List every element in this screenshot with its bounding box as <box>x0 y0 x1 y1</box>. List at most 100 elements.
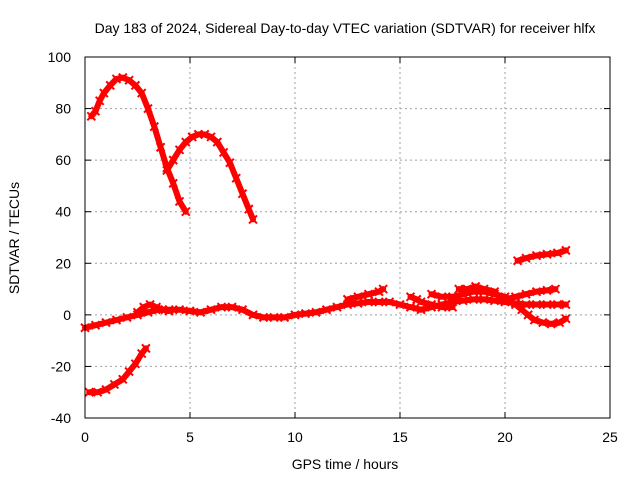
data-point <box>470 281 481 292</box>
chart-title: Day 183 of 2024, Sidereal Day-to-day VTE… <box>95 20 596 36</box>
axis-ticks <box>84 56 611 419</box>
data-point <box>395 299 405 310</box>
data-point <box>311 307 321 317</box>
data-point <box>151 302 162 312</box>
data-point <box>374 286 384 297</box>
data-point <box>118 374 128 385</box>
data-point <box>227 302 237 312</box>
data-point <box>130 80 141 91</box>
data-point <box>225 158 235 168</box>
data-point <box>109 379 120 390</box>
data-series <box>80 72 571 397</box>
data-point <box>531 250 542 261</box>
data-point <box>384 297 395 307</box>
data-point <box>447 302 458 312</box>
data-point <box>416 297 426 307</box>
data-point <box>552 299 563 310</box>
data-point <box>405 292 416 302</box>
data-point <box>405 302 416 312</box>
data-point <box>164 306 174 316</box>
y-tick-label: 0 <box>63 307 71 323</box>
data-point <box>353 292 363 302</box>
data-point <box>168 155 178 165</box>
x-tick-label: 20 <box>497 429 513 445</box>
y-tick-label: -40 <box>51 410 71 426</box>
data-point <box>529 315 540 325</box>
data-point <box>500 294 510 305</box>
data-point <box>174 196 185 207</box>
data-point <box>118 72 128 83</box>
data-point <box>181 207 191 217</box>
data-point <box>101 384 111 395</box>
data-point <box>512 255 523 266</box>
data-point <box>378 284 388 294</box>
x-tick-label: 10 <box>287 429 303 445</box>
data-point <box>437 292 447 302</box>
data-point <box>187 132 197 142</box>
data-point <box>231 173 241 183</box>
y-axis-label: SDTVAR / TECUs <box>6 182 22 294</box>
data-point <box>124 366 134 377</box>
data-point <box>426 289 437 299</box>
data-point <box>521 253 531 263</box>
data-point <box>531 286 542 297</box>
x-tick-label: 15 <box>392 429 408 445</box>
data-point <box>216 302 227 312</box>
data-point <box>218 147 229 158</box>
data-point <box>149 121 160 132</box>
data-point <box>447 292 458 302</box>
data-point <box>111 315 122 325</box>
data-point <box>174 145 185 155</box>
data-point <box>94 96 105 106</box>
y-tick-label: 20 <box>55 255 71 271</box>
data-point <box>412 294 422 305</box>
data-point <box>342 294 353 305</box>
data-point <box>426 299 437 310</box>
x-tick-label: 0 <box>81 429 89 445</box>
data-point <box>531 299 542 310</box>
data-point <box>143 103 153 114</box>
x-tick-label: 5 <box>186 429 194 445</box>
data-point <box>141 343 151 354</box>
data-point <box>174 304 185 315</box>
y-tick-label: 80 <box>55 101 71 117</box>
data-point <box>552 248 563 258</box>
data-point <box>479 284 489 294</box>
data-point <box>145 299 155 310</box>
y-tick-label: -20 <box>51 358 71 374</box>
data-point <box>561 299 571 310</box>
data-point <box>195 307 206 317</box>
y-tick-labels: -40 -20 0 20 40 60 80 100 <box>48 49 72 426</box>
x-tick-labels: 0 5 10 15 20 25 <box>81 429 618 445</box>
data-point <box>139 302 149 312</box>
y-tick-label: 60 <box>55 152 71 168</box>
data-point <box>258 312 269 323</box>
data-point <box>269 312 279 323</box>
x-axis-label: GPS time / hours <box>292 456 399 472</box>
data-point <box>374 297 384 307</box>
data-point <box>101 317 111 328</box>
data-point <box>479 294 489 305</box>
data-point <box>99 88 109 98</box>
data-point <box>542 299 552 310</box>
data-point <box>542 285 552 296</box>
data-point <box>561 314 571 324</box>
data-point <box>489 286 500 297</box>
data-point <box>554 317 565 328</box>
data-point <box>168 178 178 189</box>
data-point <box>542 249 552 259</box>
x-tick-label: 25 <box>602 429 618 445</box>
data-point <box>90 106 101 116</box>
data-point <box>363 297 374 307</box>
data-point <box>363 289 374 299</box>
data-point <box>237 188 248 199</box>
plot-frame <box>84 56 611 419</box>
data-point <box>550 284 561 294</box>
data-point <box>122 312 132 323</box>
data-point <box>332 302 342 312</box>
data-point <box>84 387 94 397</box>
grid <box>85 57 610 418</box>
data-point <box>185 306 195 316</box>
